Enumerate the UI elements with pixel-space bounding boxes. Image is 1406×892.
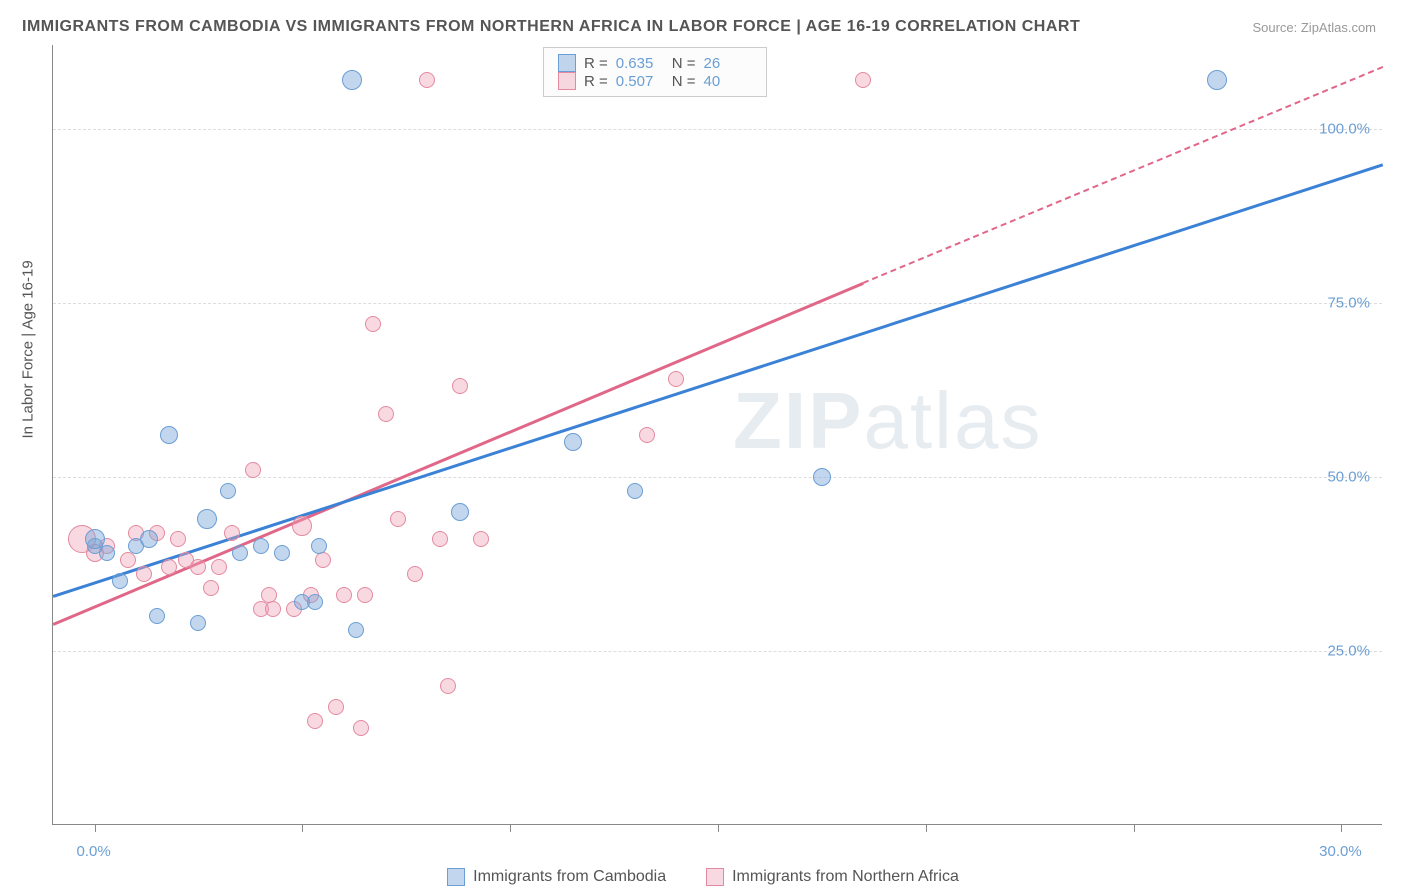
legend-swatch [447,868,465,886]
data-point-pink [365,316,381,332]
data-point-pink [378,406,394,422]
correlation-legend: R = 0.635 N = 26 R = 0.507 N = 40 [543,47,767,97]
legend-item: Immigrants from Cambodia [447,868,666,886]
legend-text: 40 [704,73,752,90]
legend-text: R = [584,73,608,90]
data-point-pink [855,72,871,88]
x-tick [718,824,719,832]
data-point-blue [253,538,269,554]
data-point-blue [1207,70,1227,90]
data-point-blue [232,545,248,561]
data-point-pink [473,531,489,547]
x-tick [926,824,927,832]
x-tick [1341,824,1342,832]
legend-text: 26 [704,55,752,72]
data-point-blue [342,70,362,90]
data-point-blue [220,483,236,499]
x-tick-label: 30.0% [1319,843,1362,860]
data-point-pink [136,566,152,582]
data-point-pink [452,378,468,394]
data-point-blue [112,573,128,589]
y-tick-label: 100.0% [1319,120,1370,137]
data-point-pink [170,531,186,547]
legend-label: Immigrants from Northern Africa [732,868,959,886]
data-point-pink [668,371,684,387]
data-point-pink [315,552,331,568]
data-point-pink [161,559,177,575]
data-point-pink [390,511,406,527]
data-point-blue [311,538,327,554]
watermark: ZIPatlas [733,375,1042,467]
legend-text: N = [672,55,696,72]
data-point-pink [407,566,423,582]
data-point-pink [336,587,352,603]
data-point-pink [292,516,312,536]
y-tick-label: 25.0% [1327,642,1370,659]
legend-swatch [558,54,576,72]
data-point-pink [224,525,240,541]
x-tick [510,824,511,832]
data-point-pink [307,713,323,729]
data-point-pink [357,587,373,603]
data-point-pink [245,462,261,478]
legend-text: N = [672,73,696,90]
legend-text: R = [584,55,608,72]
data-point-blue [451,503,469,521]
y-axis-label: In Labor Force | Age 16-19 [20,260,37,438]
data-point-pink [211,559,227,575]
data-point-blue [627,483,643,499]
data-point-pink [353,720,369,736]
data-point-blue [99,545,115,561]
data-point-blue [190,615,206,631]
data-point-blue [197,509,217,529]
trend-line [863,66,1383,284]
legend-row: R = 0.635 N = 26 [558,54,752,72]
x-tick [1134,824,1135,832]
gridline [53,129,1382,130]
x-tick [95,824,96,832]
legend-swatch [558,72,576,90]
data-point-blue [274,545,290,561]
data-point-blue [813,468,831,486]
chart-plot-area: ZIPatlas R = 0.635 N = 26 R = 0.507 N = 40 25.0… [52,45,1382,825]
data-point-blue [348,622,364,638]
y-tick-label: 75.0% [1327,294,1370,311]
data-point-pink [203,580,219,596]
series-legend: Immigrants from Cambodia Immigrants from … [0,868,1406,886]
x-tick [302,824,303,832]
legend-text: 0.635 [616,55,664,72]
legend-swatch [706,868,724,886]
data-point-blue [307,594,323,610]
gridline [53,303,1382,304]
legend-text: 0.507 [616,73,664,90]
chart-title: IMMIGRANTS FROM CAMBODIA VS IMMIGRANTS F… [22,18,1080,36]
data-point-pink [639,427,655,443]
data-point-pink [440,678,456,694]
data-point-blue [149,608,165,624]
data-point-pink [190,559,206,575]
trend-line [53,163,1384,597]
trend-line [53,282,864,626]
data-point-pink [328,699,344,715]
data-point-blue [160,426,178,444]
data-point-blue [140,530,158,548]
source-attribution: Source: ZipAtlas.com [1252,20,1376,35]
gridline [53,651,1382,652]
x-tick-label: 0.0% [76,843,110,860]
legend-label: Immigrants from Cambodia [473,868,666,886]
y-tick-label: 50.0% [1327,468,1370,485]
data-point-pink [419,72,435,88]
legend-item: Immigrants from Northern Africa [706,868,959,886]
legend-row: R = 0.507 N = 40 [558,72,752,90]
data-point-blue [564,433,582,451]
data-point-pink [265,601,281,617]
data-point-pink [120,552,136,568]
data-point-pink [432,531,448,547]
